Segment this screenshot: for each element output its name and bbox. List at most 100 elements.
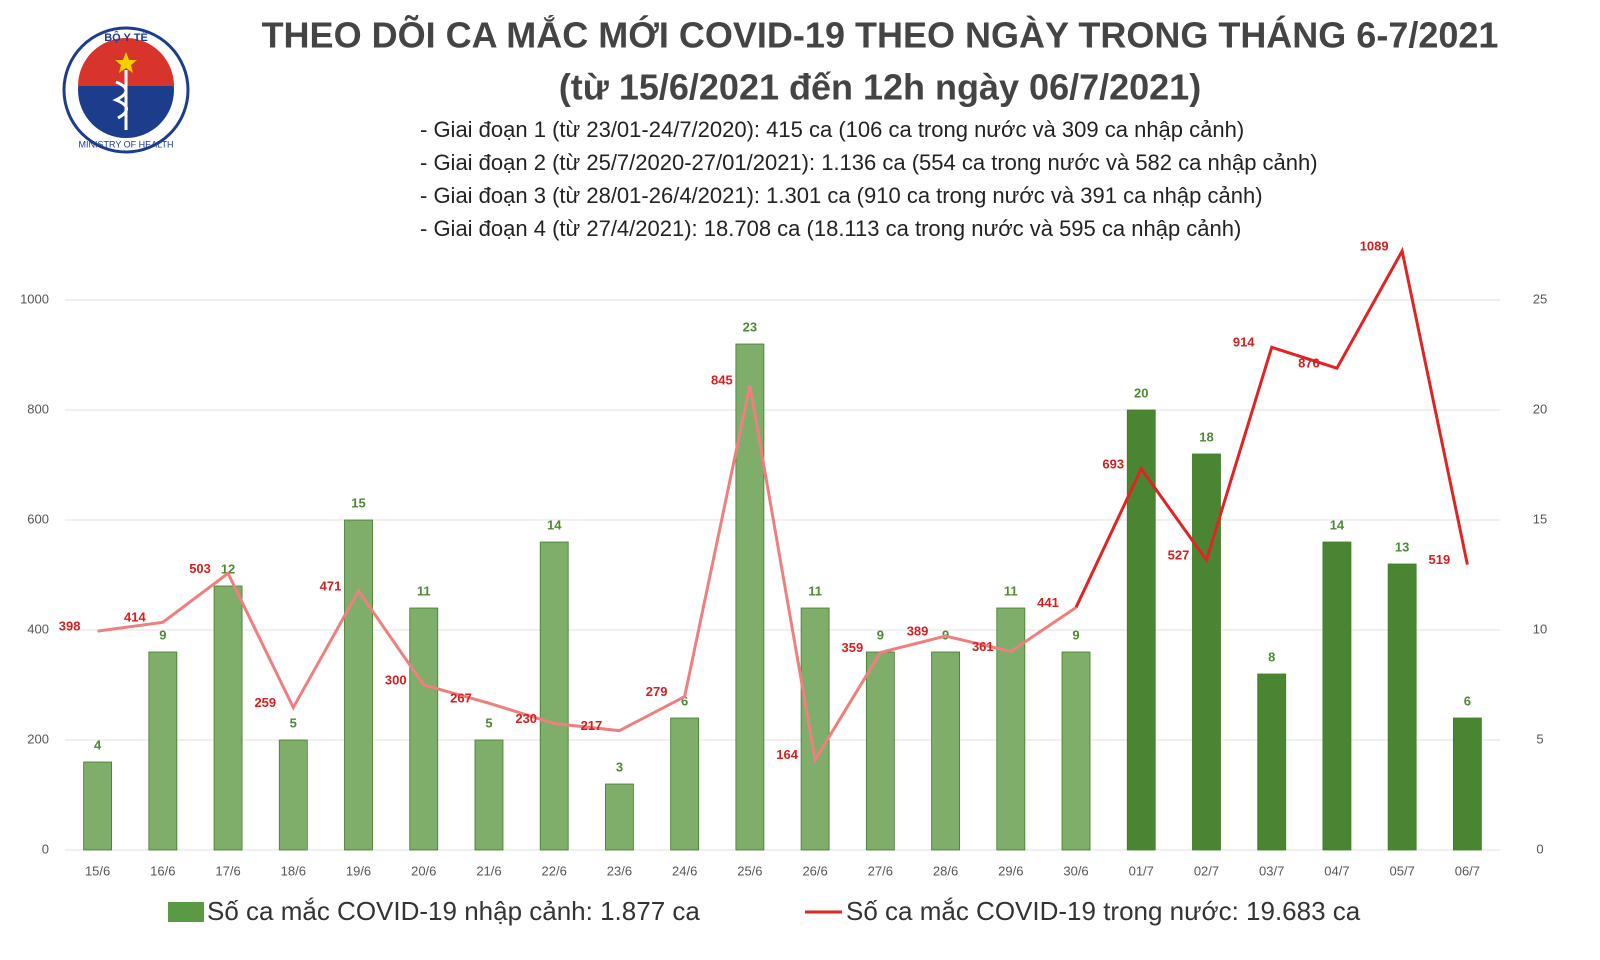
- logo: BỘ Y TẾ MINISTRY OF HEALTH: [62, 26, 190, 154]
- y-tick-label: 1000: [20, 291, 49, 306]
- bar: [1322, 541, 1352, 851]
- line-label: 876: [1298, 356, 1320, 371]
- chart-title: THEO DÕI CA MẮC MỚI COVID-19 THEO NGÀY T…: [262, 14, 1499, 56]
- bar: [1387, 563, 1417, 851]
- line-label: 471: [320, 578, 342, 593]
- line-label: 845: [711, 373, 733, 388]
- line-label: 414: [124, 610, 146, 625]
- bar-label: 23: [743, 319, 757, 334]
- line-label: 359: [841, 640, 863, 655]
- bar-label: 6: [1464, 693, 1471, 708]
- line-label: 279: [646, 684, 668, 699]
- bar-label: 9: [159, 627, 166, 642]
- x-tick-label: 20/6: [411, 863, 436, 878]
- line-label: 914: [1233, 335, 1255, 350]
- bar: [83, 761, 113, 851]
- bar: [1257, 673, 1287, 851]
- y-tick-label: 200: [27, 731, 49, 746]
- line-label: 267: [450, 691, 472, 706]
- line-label: 503: [189, 561, 211, 576]
- line: [1074, 246, 1469, 609]
- bar-label: 9: [877, 627, 884, 642]
- bar: [1126, 409, 1156, 851]
- note: - Giai đoạn 4 (từ 27/4/2021): 18.708 ca …: [420, 216, 1241, 241]
- y-tick-label: 600: [27, 511, 49, 526]
- logo-top: BỘ Y TẾ: [104, 31, 148, 44]
- x-tick-label: 19/6: [346, 863, 371, 878]
- x-tick-label: 06/7: [1455, 863, 1480, 878]
- y-tick-label: 400: [27, 621, 49, 636]
- bar: [1192, 453, 1221, 851]
- bar-label: 9: [1072, 627, 1079, 642]
- line-label: 1089: [1360, 238, 1389, 253]
- bar: [213, 585, 243, 851]
- x-tick-label: 16/6: [150, 863, 175, 878]
- x-tick-label: 01/7: [1129, 863, 1154, 878]
- bar: [800, 607, 830, 851]
- x-tick-label: 05/7: [1390, 863, 1415, 878]
- x-tick-label: 17/6: [215, 863, 240, 878]
- bar-label: 11: [417, 583, 431, 598]
- x-tick-label: 02/7: [1194, 863, 1219, 878]
- bar: [539, 541, 569, 851]
- line-label: 693: [1102, 456, 1124, 471]
- line-label: 389: [907, 623, 929, 638]
- line-label: 230: [515, 711, 537, 726]
- x-tick-label: 22/6: [542, 863, 567, 878]
- y-tick-label: 800: [27, 401, 49, 416]
- bar: [344, 519, 373, 851]
- line-label: 441: [1037, 595, 1059, 610]
- line-label: 300: [385, 672, 407, 687]
- bar-label: 4: [94, 737, 102, 752]
- note: - Giai đoạn 2 (từ 25/7/2020-27/01/2021):…: [420, 150, 1318, 175]
- y2-tick-label: 0: [1536, 841, 1543, 856]
- bar-label: 11: [1004, 583, 1018, 598]
- bar-label: 3: [616, 759, 623, 774]
- bar: [1061, 651, 1091, 851]
- legend-label: Số ca mắc COVID-19 trong nước: 19.683 ca: [846, 896, 1361, 926]
- x-tick-label: 25/6: [737, 863, 762, 878]
- bar-label: 14: [547, 517, 562, 532]
- chart-subtitle: (từ 15/6/2021 đến 12h ngày 06/7/2021): [559, 67, 1201, 108]
- x-tick-label: 04/7: [1324, 863, 1349, 878]
- legend-swatch: [168, 902, 204, 922]
- y2-tick-label: 15: [1533, 511, 1547, 526]
- y-tick-label: 0: [42, 841, 49, 856]
- line-label: 217: [581, 718, 603, 733]
- x-tick-label: 26/6: [802, 863, 827, 878]
- bar: [278, 739, 308, 851]
- bar-label: 5: [485, 715, 492, 730]
- bar-label: 6: [681, 693, 688, 708]
- line-label: 527: [1168, 548, 1190, 563]
- y2-tick-label: 20: [1533, 401, 1547, 416]
- bar: [735, 343, 765, 851]
- bar: [148, 651, 178, 851]
- x-tick-label: 15/6: [85, 863, 110, 878]
- bar: [409, 607, 439, 851]
- y2-tick-label: 10: [1533, 621, 1547, 636]
- bar-label: 12: [221, 561, 235, 576]
- line-label: 259: [254, 695, 276, 710]
- bar: [474, 739, 504, 851]
- bar: [670, 717, 700, 851]
- bar-label: 8: [1268, 649, 1275, 664]
- line: [97, 384, 1077, 764]
- bar-label: 5: [290, 715, 297, 730]
- bar-label: 13: [1395, 539, 1409, 554]
- legend-label: Số ca mắc COVID-19 nhập cảnh: 1.877 ca: [207, 896, 700, 926]
- line-label: 519: [1429, 552, 1451, 567]
- bar-label: 14: [1330, 517, 1345, 532]
- x-tick-label: 18/6: [281, 863, 306, 878]
- bar: [865, 651, 895, 851]
- bar-label: 15: [351, 495, 365, 510]
- line-label: 398: [59, 619, 81, 634]
- bar: [605, 783, 634, 851]
- line-label: 361: [972, 639, 994, 654]
- x-tick-label: 23/6: [607, 863, 632, 878]
- bar-label: 11: [808, 583, 822, 598]
- bar-label: 20: [1134, 385, 1148, 400]
- line-label: 164: [776, 747, 798, 762]
- x-tick-label: 21/6: [476, 863, 501, 878]
- x-tick-label: 03/7: [1259, 863, 1284, 878]
